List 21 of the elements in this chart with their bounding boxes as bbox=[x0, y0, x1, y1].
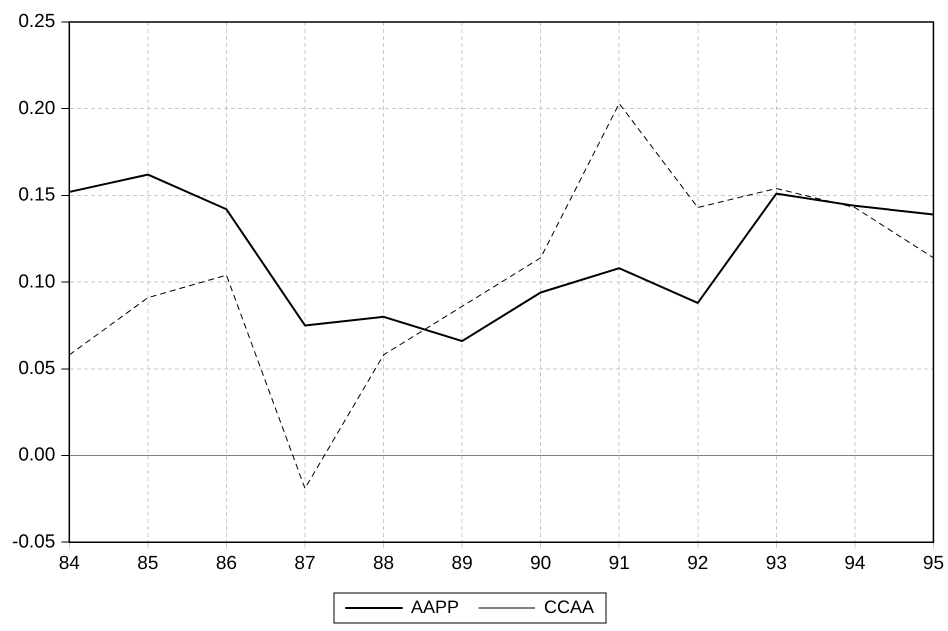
legend-label: CCAA bbox=[544, 596, 594, 617]
x-tick-label: 93 bbox=[766, 552, 787, 574]
legend-label: AAPP bbox=[410, 596, 460, 617]
x-tick-label: 84 bbox=[58, 552, 80, 574]
y-tick-label: 0.00 bbox=[18, 444, 56, 466]
x-tick-label: 88 bbox=[372, 552, 394, 574]
y-tick-label: 0.10 bbox=[18, 271, 56, 292]
y-tick-label: 0.25 bbox=[18, 11, 56, 32]
y-tick-label: -0.05 bbox=[12, 531, 56, 552]
x-tick-label: 91 bbox=[608, 552, 630, 574]
y-tick-label: 0.05 bbox=[18, 358, 56, 380]
x-tick-label: 92 bbox=[687, 552, 708, 574]
y-tick-label: 0.20 bbox=[18, 98, 56, 119]
x-tick-label: 85 bbox=[137, 552, 158, 574]
x-tick-label: 95 bbox=[922, 552, 944, 574]
x-tick-label: 90 bbox=[530, 552, 552, 574]
y-tick-label: 0.15 bbox=[18, 184, 56, 206]
x-tick-label: 94 bbox=[844, 552, 866, 574]
x-tick-label: 87 bbox=[294, 552, 316, 574]
x-tick-label: 89 bbox=[452, 552, 473, 574]
x-tick-label: 86 bbox=[216, 552, 237, 574]
